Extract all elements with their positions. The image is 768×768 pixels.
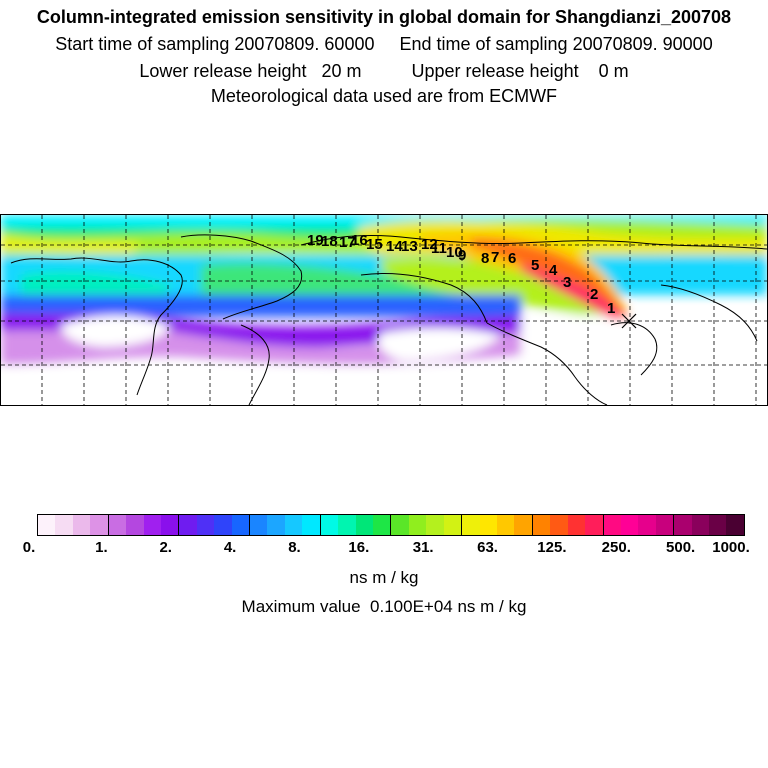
meteorological-data-line: Meteorological data used are from ECMWF [210,86,558,106]
colorbar-cell [550,515,568,535]
colorbar-tick-label: 8. [288,539,301,556]
colorbar-cell [426,515,444,535]
colorbar-cell [196,515,215,535]
trajectory-label: 11 [431,240,447,257]
trajectory-label: 13 [401,238,418,255]
colorbar-cell [107,515,127,535]
trajectory-label: 10 [446,244,463,261]
colorbar-tick-label: 4. [223,539,237,556]
release-height-line: Lower release height 20 m Upper release … [139,61,629,81]
trajectory-label: 2 [590,286,598,303]
trajectory-label: 7 [491,249,499,266]
colorbar-cell [72,515,91,535]
colorbar-tick-label: 125. [537,539,567,556]
trajectory-label: 16 [351,232,368,249]
sensitivity-field [1,215,767,405]
colorbar-cell [479,515,497,535]
maximum-value-text: Maximum value 0.100E+04 ns m / kg [241,597,527,616]
colorbar-cell [726,515,744,535]
colorbar-cell [443,515,462,535]
trajectory-label: 9 [458,247,466,264]
colorbar-cell [373,515,391,535]
colorbar-cell [585,515,603,535]
colorbar-cell [496,515,515,535]
graticule [1,215,767,405]
trajectory-label: 1 [607,300,615,317]
colorbar-cell [249,515,268,535]
colorbar-units: ns m / kg [349,568,419,587]
colorbar-tick-label: 1000. [712,539,750,556]
colorbar-cell [55,515,73,535]
colorbar-tick-label: 31. [412,539,434,556]
trajectory-label: 4 [549,262,558,279]
colorbar-cell [284,515,303,535]
colorbar-cell [531,515,551,535]
trajectory-label: 19 [307,232,324,249]
colorbar-cell [461,515,480,535]
colorbar-cell [338,515,356,535]
colorbar-cell [655,515,674,535]
colorbar-cell [390,515,409,535]
colorbar-cell [214,515,232,535]
colorbar-tick-label: 500. [666,539,696,556]
plot-title: Column-integrated emission sensitivity i… [36,7,732,27]
trajectory-label: 5 [531,257,539,274]
trajectory-label: 8 [481,250,489,267]
trajectory-label: 15 [366,236,383,253]
colorbar [37,514,745,536]
colorbar-cell [319,515,339,535]
colorbar-tick-label: 2. [159,539,172,556]
colorbar-cell [355,515,374,535]
colorbar-cell [160,515,179,535]
colorbar-tick-label: 0. [22,539,36,556]
colorbar-cell [126,515,144,535]
trajectory-label: 17 [339,234,356,251]
colorbar-cell [709,515,727,535]
colorbar-cell [514,515,532,535]
colorbar-cell [231,515,250,535]
trajectory-label: 6 [508,250,516,267]
colorbar-cell [408,515,427,535]
colorbar-cell [90,515,108,535]
colorbar-cell [143,515,161,535]
trajectory-label: 18 [321,233,338,250]
colorbar-cell [602,515,621,535]
colorbar-cell [620,515,639,535]
trajectory-label: 3 [563,274,571,291]
colorbar-tick-label: 1. [95,539,108,556]
trajectory-label: 14 [386,238,403,255]
colorbar-cell [638,515,656,535]
colorbar-cell [673,515,692,535]
colorbar-cell [691,515,710,535]
colorbar-cell [267,515,285,535]
colorbar-cell [178,515,197,535]
colorbar-tick-label: 16. [348,539,370,556]
colorbar-tick-label: 63. [477,539,498,556]
colorbar-cell [38,515,56,535]
station-marker [621,313,637,329]
colorbar-cell [567,515,586,535]
trajectory-label: 12 [421,236,438,253]
colorbar-tick-label: 250. [601,539,631,556]
sampling-time-line: Start time of sampling 20070809. 60000 E… [55,34,713,54]
colorbar-cell [302,515,320,535]
emission-sensitivity-map: 1 2 3 4 5 6 7 8 9 10 11 12 13 14 15 16 17 18 19 [0,214,768,406]
